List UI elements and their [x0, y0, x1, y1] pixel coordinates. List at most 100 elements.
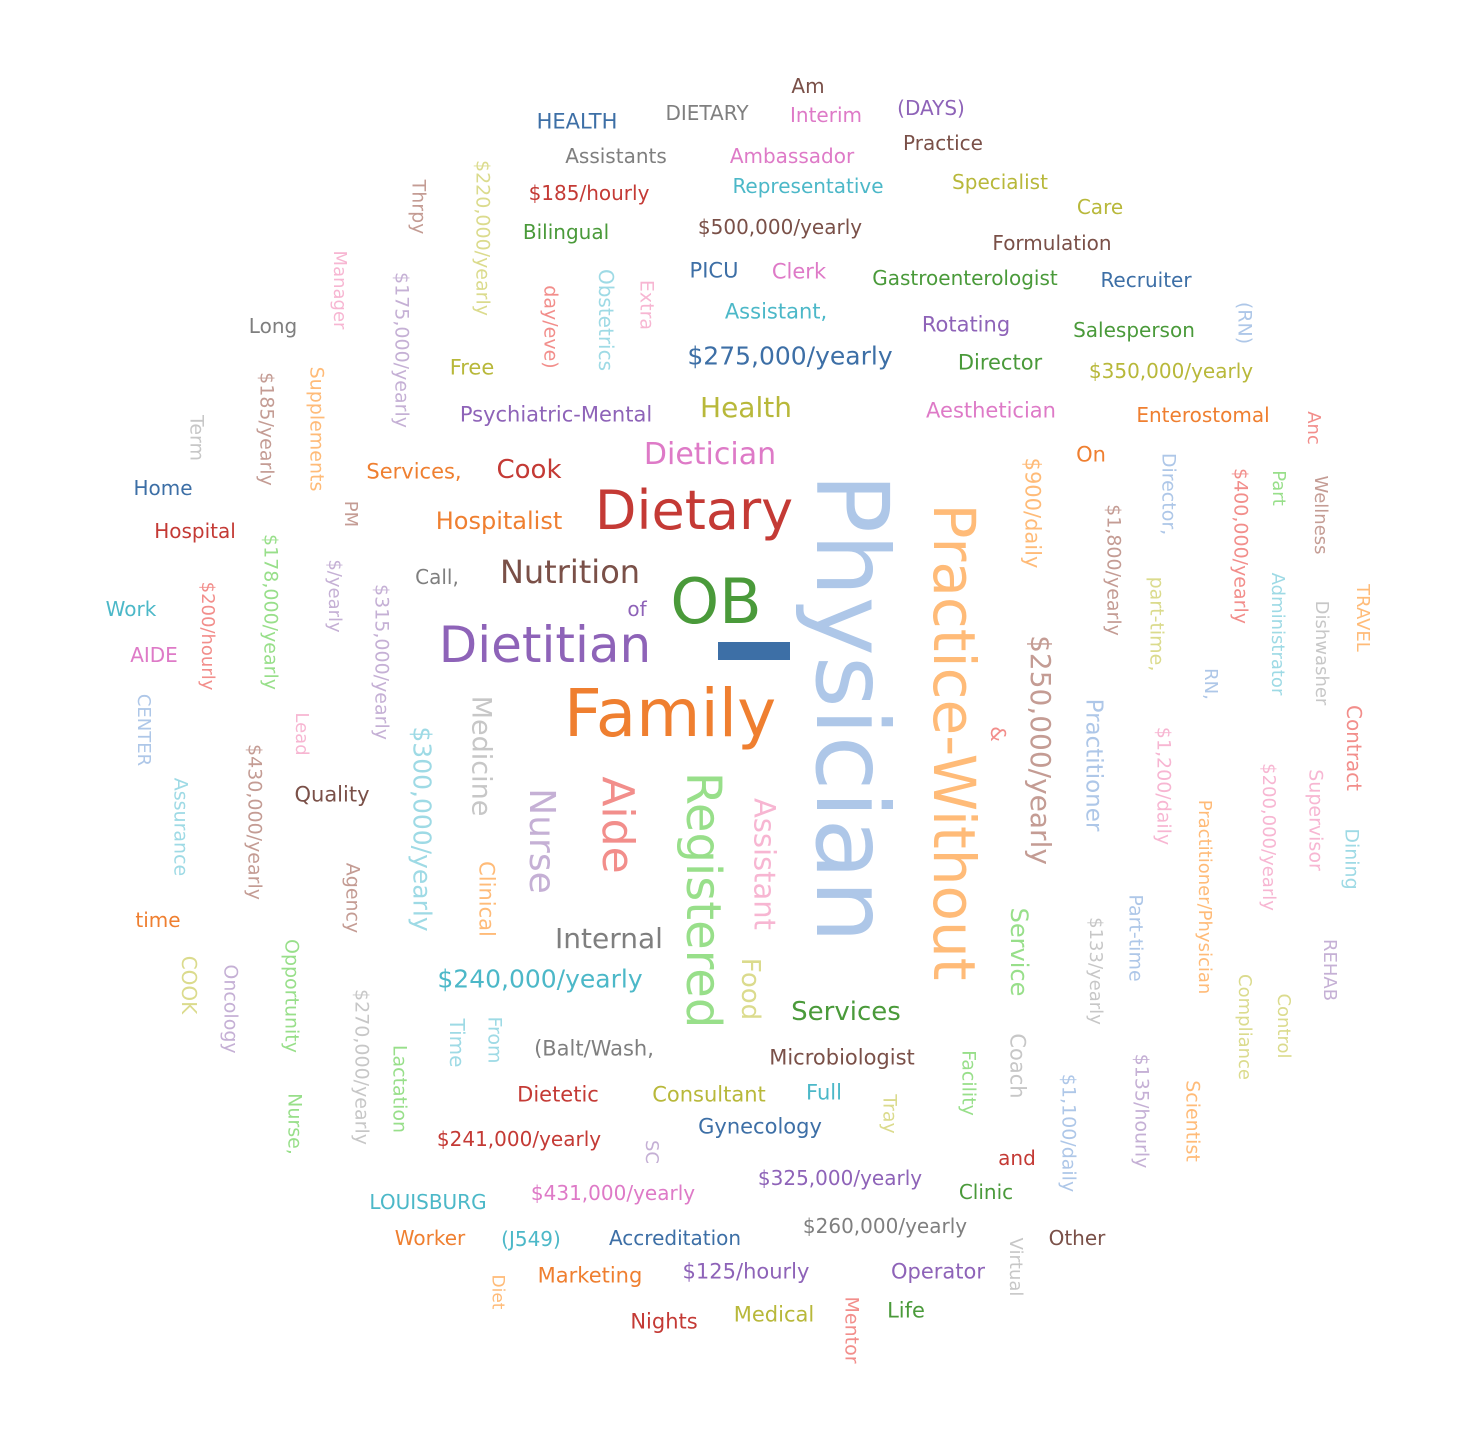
word-part-time: Part-time — [1124, 894, 1147, 982]
word-220-000-yearly: $220,000/yearly — [471, 160, 494, 316]
word-178-000-yearly: $178,000/yearly — [259, 534, 282, 690]
word-supervisor: Supervisor — [1304, 769, 1327, 871]
word-500-000-yearly: $500,000/yearly — [697, 215, 863, 239]
word-care: Care — [1076, 195, 1124, 219]
word-aide: Aide — [592, 776, 643, 874]
word-oncology: Oncology — [219, 964, 242, 1054]
word-opportunity: Opportunity — [280, 938, 303, 1054]
word-gynecology: Gynecology — [698, 1114, 822, 1139]
word-worker: Worker — [394, 1226, 466, 1250]
word-physician: Physician — [793, 472, 910, 944]
word-psychiatric-mental: Psychiatric-Mental — [459, 402, 653, 427]
word-medical: Medical — [733, 1302, 815, 1327]
word-240-000-yearly: $240,000/yearly — [437, 964, 643, 994]
word-marketing: Marketing — [537, 1263, 643, 1288]
word-hospital: Hospital — [154, 519, 236, 543]
word-formulation: Formulation — [992, 231, 1112, 255]
word-obstetrics: Obstetrics — [594, 268, 618, 372]
word-900-daily: $900/daily — [1020, 457, 1045, 569]
word-nurse: Nurse, — [283, 1093, 306, 1155]
word-contract: Contract — [1342, 704, 1366, 792]
word-270-000-yearly: $270,000/yearly — [350, 989, 373, 1145]
word-medicine: Medicine — [465, 695, 497, 817]
word-dining: Dining — [1340, 828, 1363, 890]
word-cook: Cook — [496, 455, 562, 485]
word-extra: Extra — [635, 279, 658, 331]
word-practitioner: Practitioner — [1080, 698, 1107, 832]
word-long: Long — [248, 314, 298, 338]
word-dishwasher: Dishwasher — [1311, 600, 1332, 706]
word-aide: AIDE — [130, 643, 178, 667]
word-dietary: DIETARY — [665, 101, 749, 125]
word-dietitian: Dietitian — [438, 616, 652, 674]
word-dietary: Dietary — [594, 479, 794, 542]
word-gastroenterologist: Gastroenterologist — [872, 266, 1058, 290]
word-lactation: Lactation — [388, 1044, 411, 1134]
word-control: Control — [1273, 993, 1294, 1059]
word-clinic: Clinic — [958, 1180, 1014, 1204]
word-tray: Tray — [878, 1094, 901, 1134]
word-wellness: Wellness — [1310, 475, 1331, 555]
word-operator: Operator — [891, 1259, 985, 1284]
word-picu: PICU — [689, 258, 739, 283]
word-dietetic: Dietetic — [517, 1082, 599, 1107]
word-food: Food — [735, 957, 765, 1021]
word-rehab: REHAB — [1319, 938, 1340, 1002]
word-200-hourly: $200/hourly — [197, 581, 218, 691]
word-cook: COOK — [177, 955, 201, 1015]
word-free: Free — [449, 355, 495, 380]
word-interim: Interim — [790, 103, 862, 127]
word-nurse: Nurse — [521, 788, 562, 894]
word-part: Part — [1268, 470, 1289, 506]
word-am: Am — [791, 74, 825, 98]
word-administrator: Administrator — [1267, 572, 1288, 696]
word-185-yearly: $185/yearly — [255, 372, 278, 486]
word-1-200-daily: $1,200/daily — [1152, 726, 1175, 846]
word-life: Life — [887, 1298, 925, 1323]
word-ambassador: Ambassador — [729, 144, 855, 168]
word-133-yearly: $133/yearly — [1085, 917, 1106, 1025]
word-260-000-yearly: $260,000/yearly — [802, 1214, 968, 1238]
word-dietician: Dietician — [643, 437, 777, 472]
word-days: (DAYS) — [897, 96, 965, 120]
word-microbiologist: Microbiologist — [769, 1045, 915, 1070]
word-time: time — [135, 908, 181, 932]
word-symbol: & — [986, 726, 1010, 742]
word-rn: (RN) — [1233, 301, 1256, 345]
word-part-time: part-time, — [1145, 576, 1168, 672]
word-325-000-yearly: $325,000/yearly — [757, 1166, 923, 1190]
word-of: of — [627, 597, 647, 621]
word-health: Health — [700, 391, 792, 424]
word-louisburg: LOUISBURG — [369, 1190, 487, 1214]
word-clinical: Clinical — [474, 861, 499, 937]
word-mark-bar — [718, 642, 790, 660]
word-full: Full — [806, 1080, 842, 1105]
word-rn: RN, — [1200, 668, 1221, 700]
word-aesthetician: Aesthetician — [926, 398, 1056, 423]
word-ob: OB — [670, 565, 762, 638]
word-family: Family — [563, 675, 777, 752]
word-assistant: Assistant — [747, 797, 782, 931]
word-supplements: Supplements — [305, 366, 328, 492]
word-bilingual: Bilingual — [522, 220, 610, 244]
word-1-800-yearly: $1,800/yearly — [1102, 504, 1125, 636]
word-185-hourly: $185/hourly — [528, 181, 650, 205]
word-nights: Nights — [630, 1309, 698, 1334]
word-1-100-daily: $1,100/daily — [1057, 1073, 1080, 1193]
word-term: Term — [185, 414, 208, 462]
word-and: and — [998, 1146, 1036, 1170]
word-time: Time — [445, 1018, 469, 1068]
word-health: HEALTH — [536, 109, 618, 134]
word-from: From — [483, 1016, 506, 1064]
word-agency: Agency — [341, 862, 364, 934]
word-call: Call, — [415, 565, 459, 589]
word-sc: SC — [641, 1140, 662, 1164]
word-350-000-yearly: $350,000/yearly — [1088, 359, 1254, 383]
word-hospitalist: Hospitalist — [435, 507, 563, 535]
word-compliance: Compliance — [1234, 974, 1255, 1080]
word-virtual: Virtual — [1005, 1237, 1026, 1297]
word-registered: Registered — [675, 771, 731, 1029]
word-250-000-yearly: $250,000/yearly — [1024, 635, 1057, 865]
word-specialist: Specialist — [952, 170, 1048, 194]
